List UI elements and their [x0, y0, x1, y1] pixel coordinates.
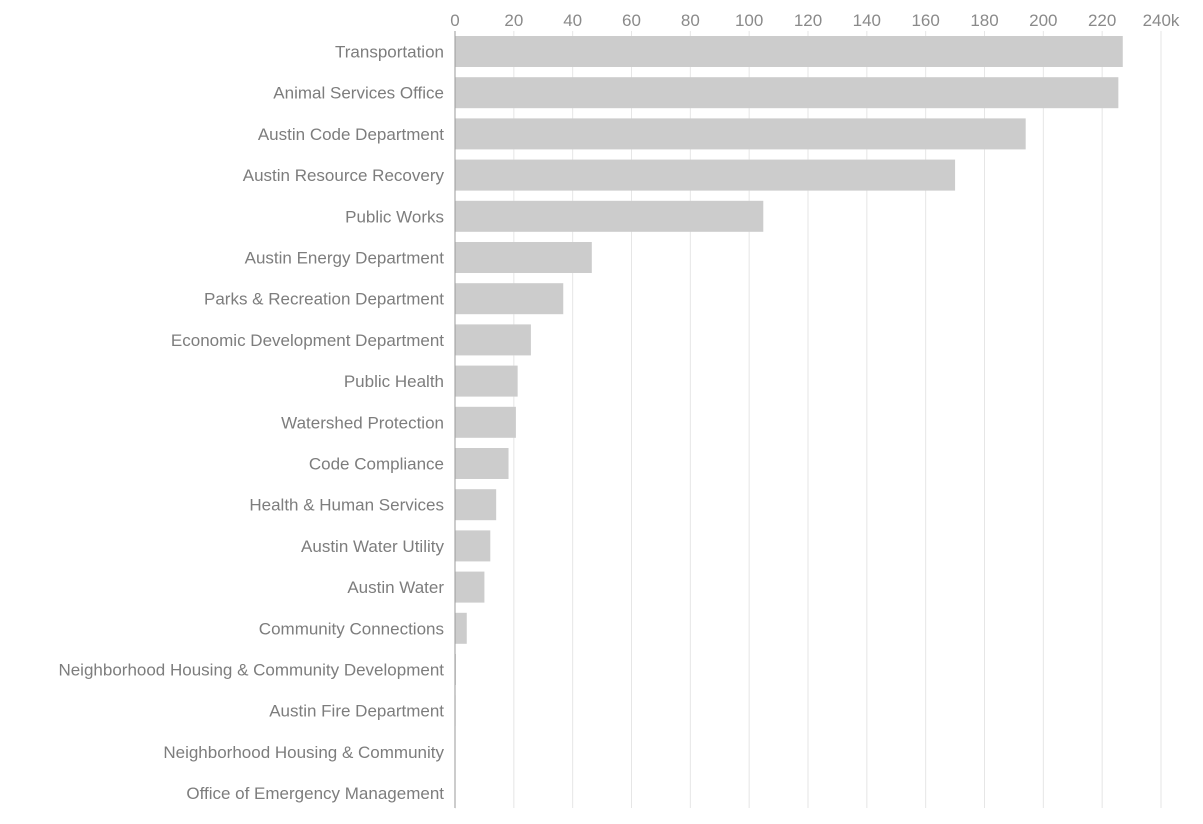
category-label: Neighborhood Housing & Community — [163, 743, 444, 762]
x-tick-label: 20 — [504, 11, 523, 30]
bar — [455, 448, 509, 479]
category-label: Animal Services Office — [273, 84, 444, 103]
bar — [455, 324, 531, 356]
bar — [455, 530, 491, 562]
bars — [455, 36, 1123, 809]
bar — [455, 77, 1119, 109]
x-tick-label: 0 — [450, 11, 459, 30]
category-label: Health & Human Services — [249, 496, 444, 515]
bar — [455, 159, 956, 191]
x-tick-label: 160 — [911, 11, 939, 30]
category-label: Austin Water — [347, 578, 444, 597]
category-label: Public Health — [344, 372, 444, 391]
bar — [455, 406, 516, 438]
category-label: Office of Emergency Management — [186, 784, 444, 803]
category-label: Austin Code Department — [258, 125, 444, 144]
bar — [455, 118, 1026, 150]
category-label: Neighborhood Housing & Community Develop… — [58, 661, 444, 680]
category-label: Watershed Protection — [281, 413, 444, 432]
bar — [455, 365, 518, 397]
x-tick-label: 100 — [735, 11, 763, 30]
category-label: Code Compliance — [309, 455, 444, 474]
x-tick-label: 60 — [622, 11, 641, 30]
x-tick-label: 140 — [853, 11, 881, 30]
bar — [455, 571, 485, 603]
x-tick-label: 40 — [563, 11, 582, 30]
bar — [455, 36, 1123, 67]
category-labels: Transportation Animal Services Office Aust… — [58, 43, 444, 804]
category-label: Austin Fire Department — [269, 702, 444, 721]
category-label: Economic Development Department — [171, 331, 444, 350]
bar — [455, 489, 497, 521]
category-label: Community Connections — [259, 619, 444, 638]
bar — [455, 200, 764, 232]
x-tick-label: 180 — [970, 11, 998, 30]
category-label: Austin Energy Department — [245, 249, 445, 268]
x-tick-label: 80 — [681, 11, 700, 30]
bar — [455, 242, 592, 273]
category-label: Parks & Recreation Department — [204, 290, 444, 309]
bar — [455, 612, 467, 644]
x-tick-label: 200 — [1029, 11, 1057, 30]
x-tick-label: 120 — [794, 11, 822, 30]
category-label: Public Works — [345, 207, 444, 226]
category-label: Austin Water Utility — [301, 537, 444, 556]
x-tick-label: 220 — [1088, 11, 1116, 30]
category-label: Austin Resource Recovery — [243, 166, 445, 185]
category-label: Transportation — [335, 43, 444, 62]
bar — [455, 283, 564, 315]
x-tick-label: 240k — [1143, 11, 1180, 30]
x-axis-tick-labels: 0 20 40 60 80 100 120 140 160 180 200 220 240k — [450, 11, 1180, 30]
